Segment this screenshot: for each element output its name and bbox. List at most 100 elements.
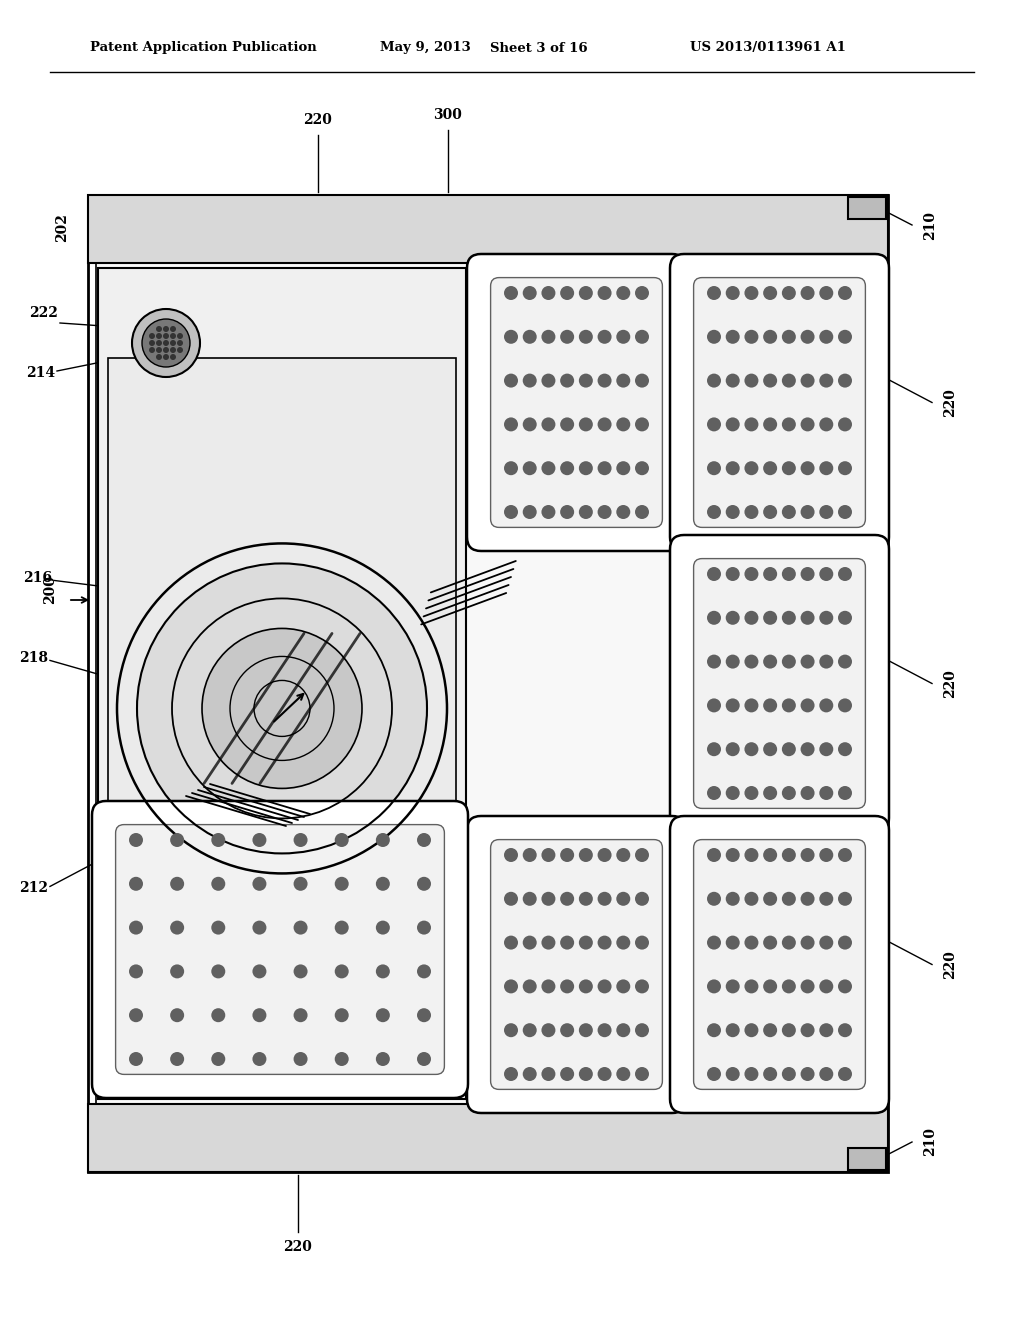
Circle shape bbox=[819, 417, 834, 432]
Circle shape bbox=[707, 1023, 721, 1038]
Circle shape bbox=[598, 286, 611, 300]
Circle shape bbox=[142, 319, 190, 367]
FancyBboxPatch shape bbox=[92, 801, 468, 1098]
FancyBboxPatch shape bbox=[693, 277, 865, 528]
Circle shape bbox=[163, 347, 169, 352]
Circle shape bbox=[560, 936, 574, 949]
Text: 220: 220 bbox=[943, 388, 957, 417]
Circle shape bbox=[819, 847, 834, 862]
Circle shape bbox=[635, 506, 649, 519]
Circle shape bbox=[376, 1008, 390, 1022]
Circle shape bbox=[763, 698, 777, 713]
Circle shape bbox=[635, 936, 649, 949]
FancyBboxPatch shape bbox=[670, 253, 889, 550]
Text: US 2013/0113961 A1: US 2013/0113961 A1 bbox=[690, 41, 846, 54]
Circle shape bbox=[542, 286, 555, 300]
Circle shape bbox=[417, 920, 431, 935]
Circle shape bbox=[726, 892, 739, 906]
Circle shape bbox=[707, 785, 721, 800]
Circle shape bbox=[763, 979, 777, 994]
Circle shape bbox=[177, 333, 183, 339]
Circle shape bbox=[763, 1023, 777, 1038]
Circle shape bbox=[819, 374, 834, 388]
Circle shape bbox=[504, 286, 518, 300]
Circle shape bbox=[744, 698, 759, 713]
Circle shape bbox=[335, 1052, 349, 1067]
Circle shape bbox=[294, 920, 307, 935]
Circle shape bbox=[763, 936, 777, 949]
Circle shape bbox=[726, 417, 739, 432]
Circle shape bbox=[782, 742, 796, 756]
Circle shape bbox=[542, 847, 555, 862]
Circle shape bbox=[598, 892, 611, 906]
Circle shape bbox=[744, 847, 759, 862]
Text: Patent Application Publication: Patent Application Publication bbox=[90, 41, 316, 54]
Circle shape bbox=[150, 341, 155, 346]
Text: 200: 200 bbox=[43, 576, 57, 605]
Circle shape bbox=[522, 1023, 537, 1038]
Circle shape bbox=[819, 611, 834, 624]
Circle shape bbox=[782, 286, 796, 300]
Circle shape bbox=[635, 1067, 649, 1081]
Circle shape bbox=[579, 1023, 593, 1038]
FancyBboxPatch shape bbox=[693, 840, 865, 1089]
Circle shape bbox=[782, 1023, 796, 1038]
Circle shape bbox=[801, 417, 814, 432]
Circle shape bbox=[616, 374, 631, 388]
Circle shape bbox=[170, 326, 176, 333]
Circle shape bbox=[129, 965, 143, 978]
Circle shape bbox=[211, 1052, 225, 1067]
Circle shape bbox=[579, 286, 593, 300]
Bar bbox=[88, 195, 888, 1172]
Circle shape bbox=[417, 1008, 431, 1022]
Circle shape bbox=[163, 326, 169, 333]
Circle shape bbox=[376, 1052, 390, 1067]
Circle shape bbox=[707, 330, 721, 343]
Circle shape bbox=[129, 1008, 143, 1022]
Circle shape bbox=[560, 374, 574, 388]
Circle shape bbox=[726, 1067, 739, 1081]
Circle shape bbox=[838, 698, 852, 713]
Circle shape bbox=[598, 330, 611, 343]
Circle shape bbox=[707, 374, 721, 388]
Circle shape bbox=[156, 333, 162, 339]
Circle shape bbox=[801, 461, 814, 475]
Circle shape bbox=[294, 965, 307, 978]
Circle shape bbox=[838, 742, 852, 756]
Circle shape bbox=[560, 1067, 574, 1081]
Circle shape bbox=[635, 330, 649, 343]
Circle shape bbox=[838, 936, 852, 949]
Circle shape bbox=[801, 847, 814, 862]
Circle shape bbox=[560, 286, 574, 300]
Circle shape bbox=[801, 892, 814, 906]
Circle shape bbox=[838, 417, 852, 432]
Circle shape bbox=[560, 461, 574, 475]
Circle shape bbox=[707, 698, 721, 713]
Circle shape bbox=[726, 374, 739, 388]
Circle shape bbox=[763, 655, 777, 669]
Circle shape bbox=[504, 374, 518, 388]
Circle shape bbox=[156, 354, 162, 360]
Circle shape bbox=[598, 936, 611, 949]
Circle shape bbox=[707, 847, 721, 862]
Text: FIG. 3: FIG. 3 bbox=[728, 825, 831, 855]
Circle shape bbox=[707, 611, 721, 624]
Circle shape bbox=[763, 568, 777, 581]
Circle shape bbox=[763, 1067, 777, 1081]
Circle shape bbox=[819, 506, 834, 519]
Circle shape bbox=[170, 333, 176, 339]
Circle shape bbox=[335, 876, 349, 891]
Circle shape bbox=[707, 568, 721, 581]
Circle shape bbox=[560, 330, 574, 343]
Circle shape bbox=[726, 330, 739, 343]
Circle shape bbox=[170, 1052, 184, 1067]
Circle shape bbox=[707, 1067, 721, 1081]
Circle shape bbox=[819, 461, 834, 475]
Circle shape bbox=[744, 461, 759, 475]
Text: 220: 220 bbox=[303, 114, 333, 127]
Circle shape bbox=[782, 785, 796, 800]
Circle shape bbox=[838, 655, 852, 669]
Circle shape bbox=[801, 330, 814, 343]
Circle shape bbox=[129, 876, 143, 891]
Circle shape bbox=[542, 374, 555, 388]
